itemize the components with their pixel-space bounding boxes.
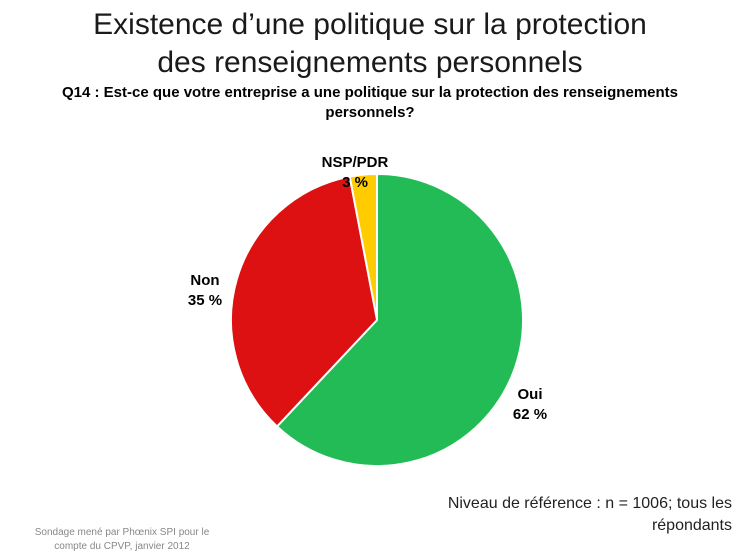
footnote-line-2: répondants xyxy=(651,517,732,534)
slice-label-non: Non 35 % xyxy=(175,271,235,311)
pie-slice-oui xyxy=(275,172,524,467)
slice-name-non: Non xyxy=(190,272,220,289)
chart-title: Existence d’une politique sur la protect… xyxy=(0,6,740,82)
slice-label-oui: Oui 62 % xyxy=(500,385,560,425)
footnote: Niveau de référence : n = 1006; tous les… xyxy=(412,493,732,537)
pie-slice-non xyxy=(230,175,379,428)
question-line-1: Q14 : Est-ce que votre entreprise a une … xyxy=(62,84,678,101)
slice-name-nsp: NSP/PDR xyxy=(321,154,389,171)
slice-value-oui: 62 % xyxy=(512,406,548,423)
footnote-line-1: Niveau de référence : n = 1006; tous les xyxy=(447,495,732,512)
slice-name-oui: Oui xyxy=(517,386,543,403)
source-line-1: Sondage mené par Phœnix SPI pour le xyxy=(34,527,210,538)
question-text: Q14 : Est-ce que votre entreprise a une … xyxy=(30,83,710,123)
title-line-2: des renseignements personnels xyxy=(157,46,583,79)
slice-label-nsp: NSP/PDR 3 % xyxy=(305,153,405,193)
slice-value-nsp: 3 % xyxy=(342,174,368,191)
title-line-1: Existence d’une politique sur la protect… xyxy=(93,8,647,41)
question-line-2: personnels? xyxy=(325,104,415,121)
slice-value-non: 35 % xyxy=(187,292,223,309)
source-line-2: compte du CPVP, janvier 2012 xyxy=(54,541,190,552)
source-note: Sondage mené par Phœnix SPI pour le comp… xyxy=(22,526,222,554)
